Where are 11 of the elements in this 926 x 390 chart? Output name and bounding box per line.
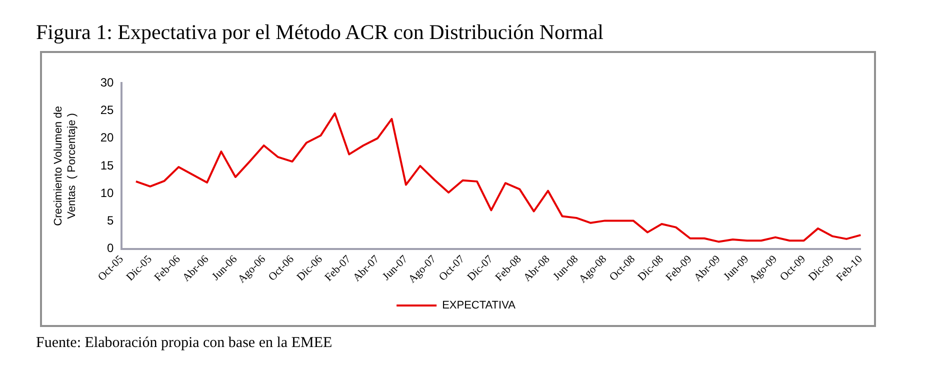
y-tick-label: 5: [107, 214, 114, 228]
y-tick-label: 10: [100, 186, 114, 200]
y-tick-label: 25: [100, 102, 114, 117]
y-tick-label: 15: [100, 158, 114, 172]
legend-label: EXPECTATIVA: [442, 300, 516, 312]
y-tick-label: 30: [100, 75, 114, 90]
source-note: Fuente: Elaboración propia con base en la EMEE: [36, 335, 334, 352]
y-axis-title: Crecimiento Volumen de Ventas ( Porcentaje ): [52, 106, 78, 226]
y-tick-label: 20: [100, 130, 114, 145]
chart-title: Figura 1: Expectativa por el Método ACR con Distribución Normal: [36, 20, 604, 45]
y-tick-label: 0: [107, 241, 114, 256]
